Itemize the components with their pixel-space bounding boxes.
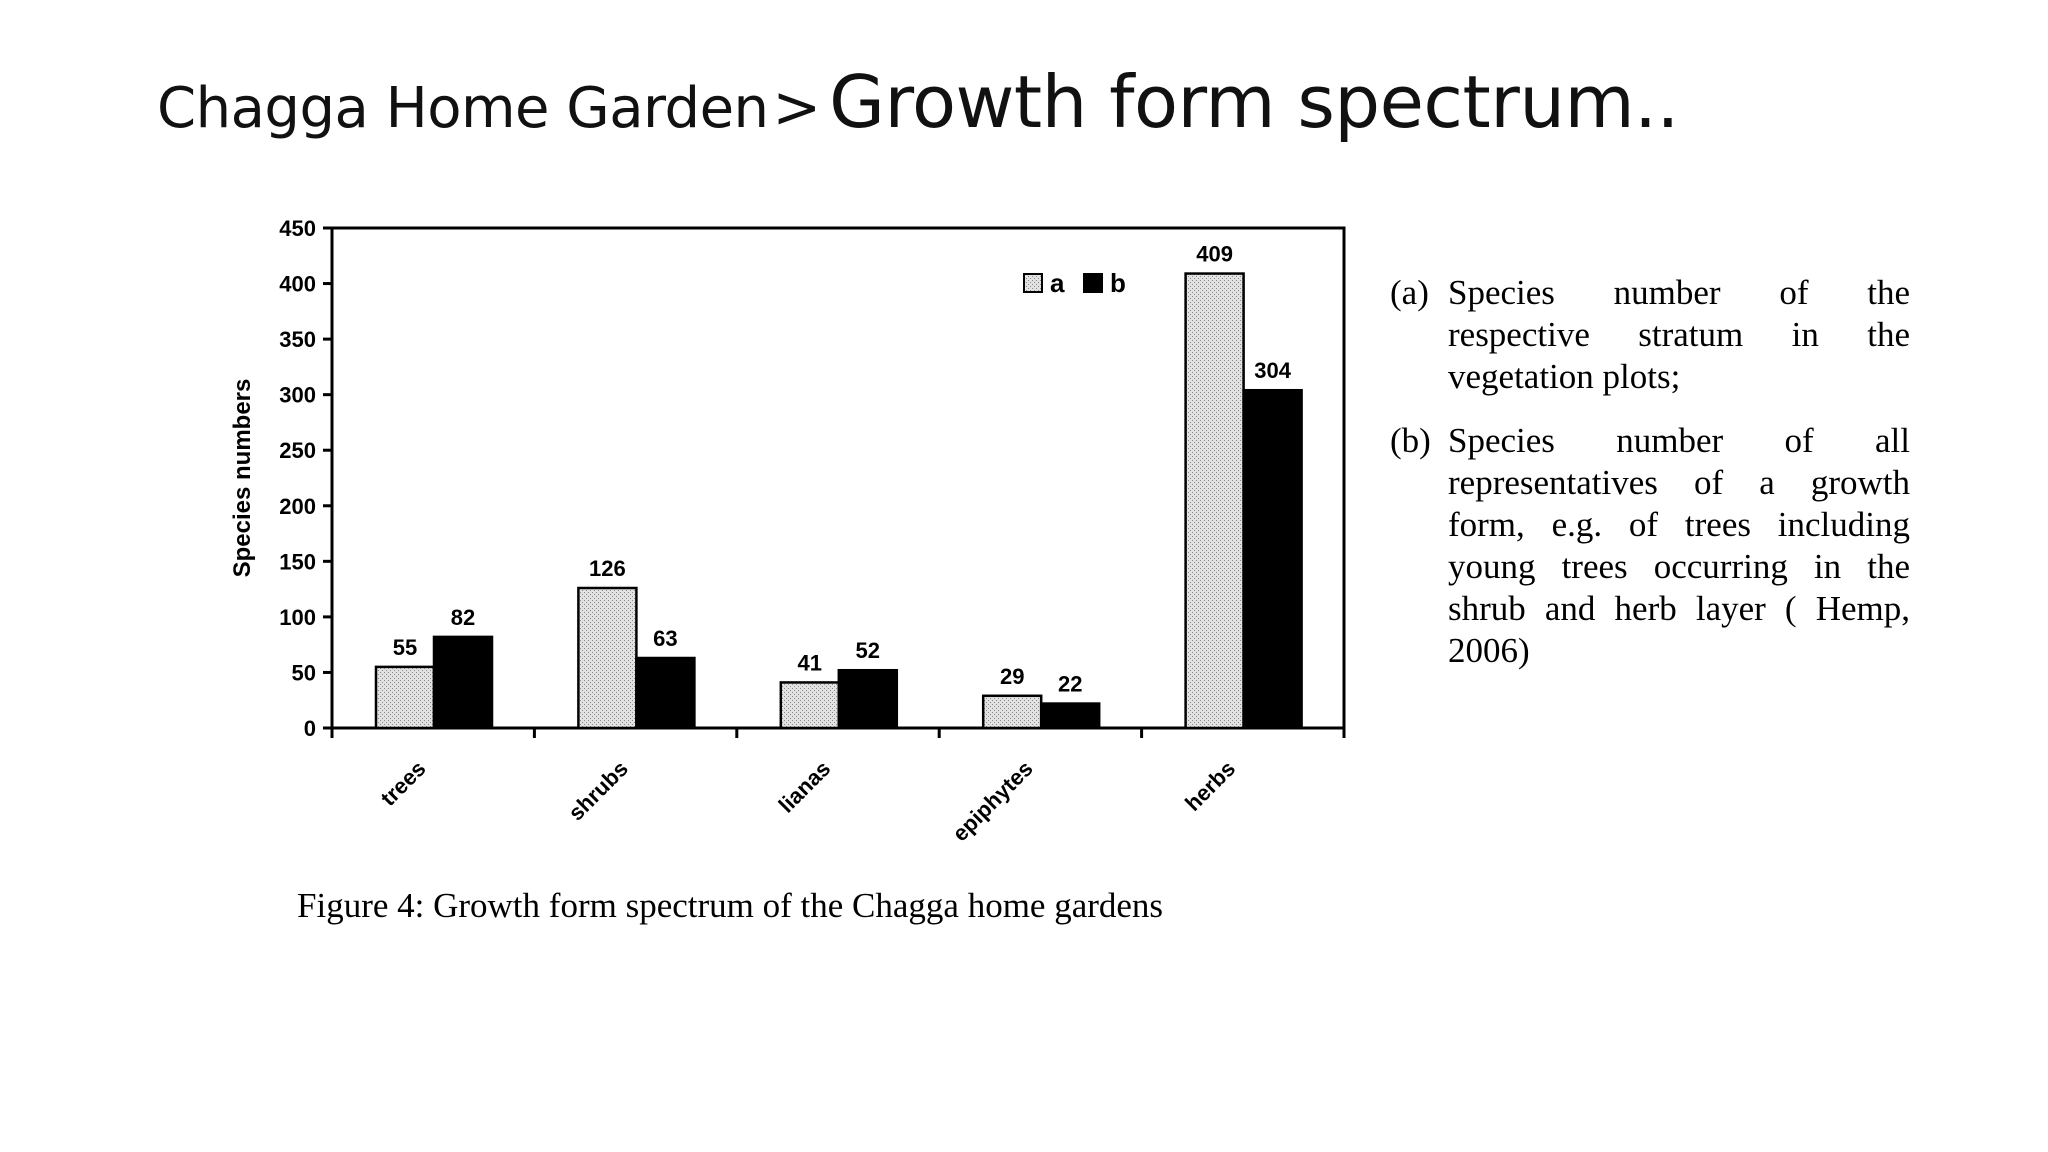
data-label-a-epiphytes: 29: [1000, 664, 1024, 689]
y-tick-label: 50: [292, 660, 316, 685]
figure-caption: Figure 4: Growth form spectrum of the Ch…: [297, 886, 1164, 925]
data-label-b-trees: 82: [451, 605, 475, 630]
bar-a-lianas: [779, 681, 841, 730]
y-tick-label: 300: [279, 383, 316, 408]
series-notes: (a) Species number of the respective str…: [1390, 272, 1910, 694]
y-tick-label: 100: [279, 605, 316, 630]
data-label-a-shrubs: 126: [589, 556, 626, 581]
data-label-a-trees: 55: [393, 635, 417, 660]
plot-frame: [330, 226, 1346, 730]
note-a: (a) Species number of the respective str…: [1390, 272, 1910, 398]
legend-label-a: a: [1050, 268, 1065, 298]
bar-b-herbs: [1242, 388, 1303, 730]
x-category-label-lianas: lianas: [774, 756, 836, 818]
note-b: (b) Species number of all representative…: [1390, 420, 1910, 672]
bar-b-epiphytes: [1039, 702, 1101, 730]
x-category-label-epiphytes: epiphytes: [947, 756, 1037, 846]
legend-swatch-b: [1083, 273, 1103, 293]
y-tick-label: 450: [279, 216, 316, 241]
note-text: Species number of all representatives of…: [1448, 421, 1910, 670]
y-tick-label: 150: [279, 549, 316, 574]
data-label-b-epiphytes: 22: [1058, 672, 1082, 697]
x-category-label-trees: trees: [376, 756, 431, 811]
note-key: (b): [1390, 421, 1431, 460]
bar-a-herbs: [1184, 272, 1245, 730]
legend-label-b: b: [1110, 268, 1126, 298]
slide-title-main: Chagga Home Garden: [157, 76, 769, 141]
bar-b-lianas: [837, 668, 899, 730]
bar-a-trees: [374, 665, 436, 730]
y-tick-label: 250: [279, 438, 316, 463]
bar-b-trees: [432, 635, 494, 730]
data-label-b-shrubs: 63: [653, 626, 677, 651]
data-label-b-lianas: 52: [856, 638, 880, 663]
slide-title-sub: Growth form spectrum..: [829, 60, 1679, 144]
y-tick-label: 200: [279, 494, 316, 519]
data-label-b-herbs: 304: [1254, 358, 1291, 383]
y-axis-title: Species numbers: [229, 379, 256, 578]
x-category-label-shrubs: shrubs: [563, 756, 633, 826]
slide-title: Chagga Home Garden> Growth form spectrum.…: [157, 66, 1679, 138]
bar-b-shrubs: [635, 656, 696, 730]
x-category-label-herbs: herbs: [1180, 756, 1240, 816]
y-tick-label: 350: [279, 327, 316, 352]
note-text: Species number of the respective stratum…: [1448, 273, 1910, 396]
data-label-a-herbs: 409: [1196, 242, 1233, 267]
bar-a-shrubs: [577, 586, 638, 730]
bar-a-epiphytes: [981, 694, 1043, 730]
slide-title-separator: >: [772, 73, 822, 141]
data-label-a-lianas: 41: [798, 650, 822, 675]
legend-swatch-a: [1023, 273, 1043, 293]
y-tick-label: 0: [304, 716, 316, 741]
note-key: (a): [1390, 273, 1429, 312]
y-tick-label: 400: [279, 272, 316, 297]
